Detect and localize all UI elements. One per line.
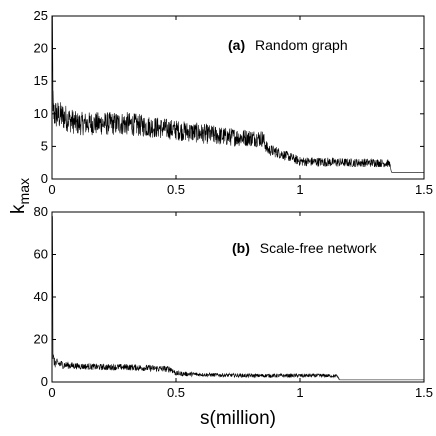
panel-b-x-tick-label: 0 — [48, 385, 55, 400]
panel-b-annotation-tag: (b) — [232, 240, 250, 256]
x-axis-label: s(million) — [200, 408, 276, 429]
y-axis-label-base: k — [8, 204, 29, 214]
panel-b-series-line — [51, 216, 424, 381]
panel-a-x-tick-label: 0.5 — [167, 182, 185, 197]
panel-a-annotation-text: Random graph — [255, 37, 348, 53]
panel-b-x-tick-label: 1 — [296, 385, 303, 400]
panel-b-y-tick-label: 20 — [34, 332, 48, 347]
panel-b-y-tick-label: 80 — [34, 204, 48, 219]
panel-b-y-tick-label: 60 — [34, 247, 48, 262]
panel-a-y-tick-label: 5 — [41, 138, 48, 153]
panel-a-y-tick-label: 20 — [34, 41, 48, 56]
panel-a-y-tick-label: 15 — [34, 73, 48, 88]
panel-a: 0 5 10 15 20 25 0 0.5 1 1.5 (a) Random graph — [34, 8, 434, 197]
panel-b-y-tick-label: 40 — [34, 289, 48, 304]
panel-a-annotation-tag: (a) — [228, 37, 245, 53]
panel-b-x-tick-label: 1.5 — [415, 385, 433, 400]
panel-b: 0 20 40 60 80 0 0.5 1 1.5 (b) Scale-free networ… — [34, 204, 434, 400]
panel-a-y-tick-label: 10 — [34, 106, 48, 121]
panel-b-y-tick-label: 0 — [41, 374, 48, 389]
y-axis-label: kmax — [8, 178, 32, 214]
y-axis-label-sub: max — [16, 178, 32, 204]
panel-a-x-tick-label: 1 — [296, 182, 303, 197]
panel-a-series-line — [51, 15, 424, 173]
panel-b-x-ticks: 0 0.5 1 1.5 — [48, 212, 433, 400]
panel-a-y-ticks: 0 5 10 15 20 25 — [34, 8, 424, 186]
panel-a-x-tick-label: 0 — [48, 182, 55, 197]
panel-b-y-ticks: 0 20 40 60 80 — [34, 204, 424, 389]
panel-a-x-ticks: 0 0.5 1 1.5 — [48, 16, 433, 197]
panel-b-annotation: (b) Scale-free network — [232, 240, 377, 256]
panel-a-y-tick-label: 0 — [41, 171, 48, 186]
panel-b-frame — [51, 211, 425, 383]
panel-a-y-tick-label: 25 — [34, 8, 48, 23]
panel-b-x-tick-label: 0.5 — [167, 385, 185, 400]
panel-a-annotation: (a) Random graph — [228, 37, 348, 53]
panel-b-annotation-text: Scale-free network — [260, 240, 378, 256]
panel-a-x-tick-label: 1.5 — [415, 182, 433, 197]
